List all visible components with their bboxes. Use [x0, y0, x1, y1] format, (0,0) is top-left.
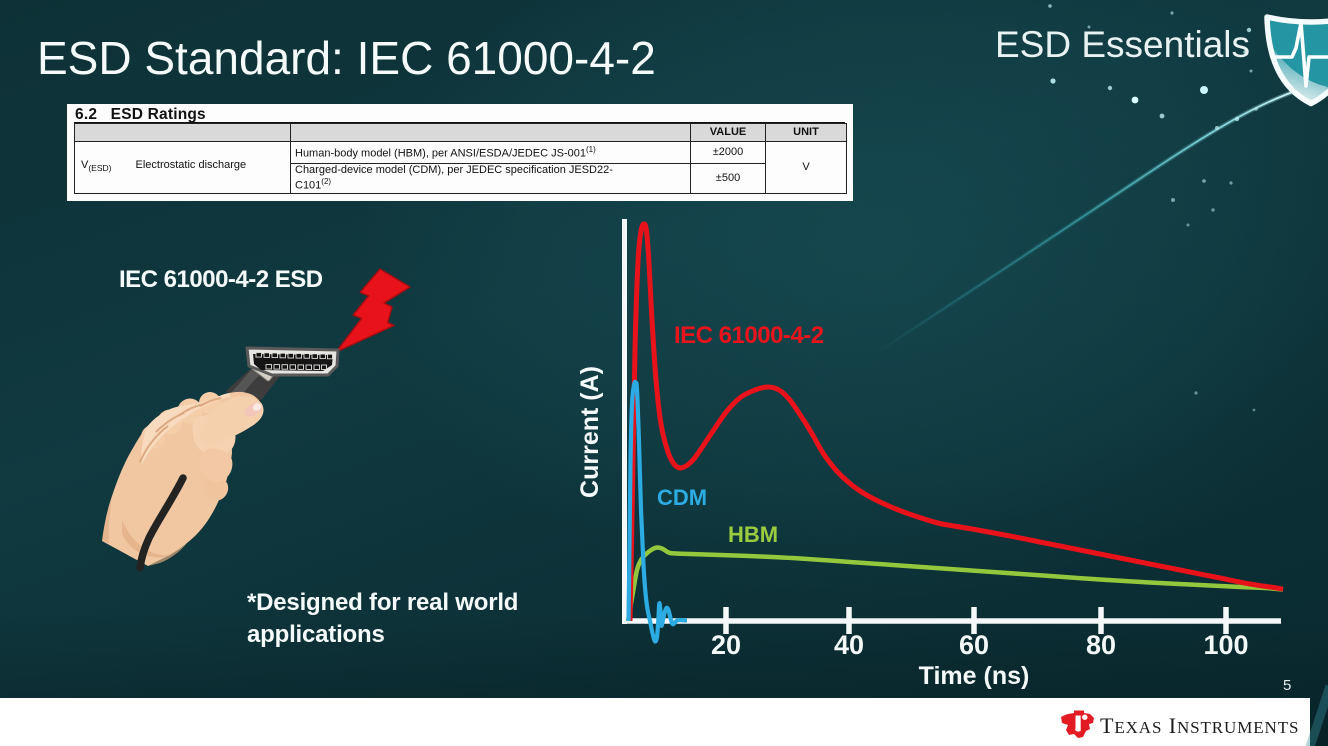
svg-text:TEXAS INSTRUMENTS: TEXAS INSTRUMENTS [1100, 713, 1299, 738]
